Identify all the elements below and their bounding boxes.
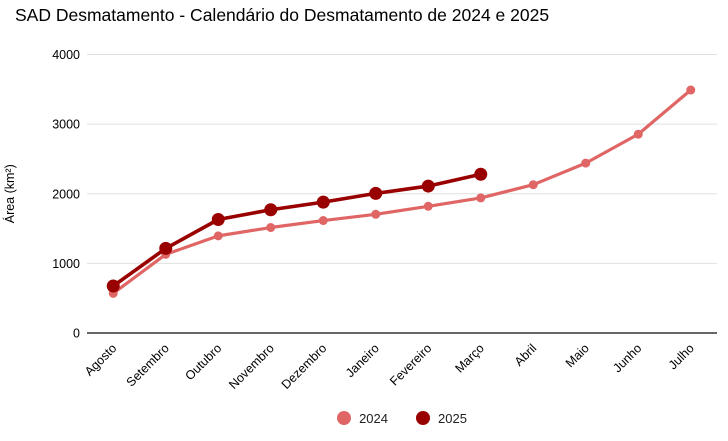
data-point-2024-Novembro[interactable] [266, 223, 276, 233]
y-tick-label-2000: 2000 [52, 187, 80, 201]
x-tick-label-Fevereiro: Fevereiro [387, 341, 434, 388]
y-axis-title: Área (km²) [2, 164, 17, 223]
data-point-2025-Março[interactable] [474, 167, 488, 181]
data-point-2024-Março[interactable] [476, 193, 486, 203]
y-tick-label-0: 0 [73, 327, 80, 341]
data-point-2025-Dezembro[interactable] [316, 195, 330, 209]
y-tick-label-4000: 4000 [52, 48, 80, 62]
legend-dot-2025-icon [416, 411, 430, 425]
legend-label-2024: 2024 [359, 410, 388, 426]
x-tick-label-Março: Março [452, 341, 486, 375]
x-tick-label-Setembro: Setembro [124, 341, 172, 389]
data-point-2025-Setembro[interactable] [159, 241, 173, 255]
data-point-2024-Dezembro[interactable] [318, 216, 328, 226]
data-point-2025-Janeiro[interactable] [369, 186, 383, 200]
x-tick-label-Janeiro: Janeiro [343, 341, 382, 380]
y-tick-label-3000: 3000 [52, 118, 80, 132]
legend-item-2024[interactable]: 2024 [337, 411, 388, 426]
x-tick-label-Agosto: Agosto [82, 341, 119, 378]
legend-item-2025[interactable]: 2025 [416, 411, 467, 426]
x-tick-label-Maio: Maio [563, 341, 592, 370]
series-line-2024 [111, 88, 693, 295]
data-point-2024-Outubro[interactable] [213, 231, 223, 241]
x-tick-label-Junho: Junho [610, 341, 644, 375]
data-point-2025-Fevereiro[interactable] [421, 179, 435, 193]
data-point-2024-Junho[interactable] [633, 129, 643, 139]
data-point-2025-Agosto[interactable] [106, 279, 120, 293]
data-point-2024-Abril[interactable] [528, 180, 538, 190]
data-point-2024-Julho[interactable] [686, 85, 696, 95]
legend-dot-2024-icon [337, 411, 352, 425]
x-tick-label-Abril: Abril [512, 341, 540, 369]
x-tick-label-Outubro: Outubro [183, 341, 225, 383]
x-tick-label-Novembro: Novembro [226, 341, 277, 392]
chart-title: SAD Desmatamento - Calendário do Desmata… [15, 5, 550, 25]
data-point-2025-Outubro[interactable] [211, 213, 225, 227]
chart-legend: 2024 2025 [87, 408, 717, 428]
data-point-2024-Fevereiro[interactable] [423, 201, 433, 211]
data-point-2024-Janeiro[interactable] [371, 209, 381, 219]
series-line-2025 [111, 172, 483, 288]
y-tick-label-1000: 1000 [52, 257, 80, 271]
data-point-2025-Novembro[interactable] [264, 203, 278, 217]
legend-label-2025: 2025 [438, 410, 467, 426]
data-point-2024-Maio[interactable] [581, 158, 591, 168]
x-tick-label-Dezembro: Dezembro [279, 341, 330, 392]
x-tick-label-Julho: Julho [666, 341, 697, 372]
